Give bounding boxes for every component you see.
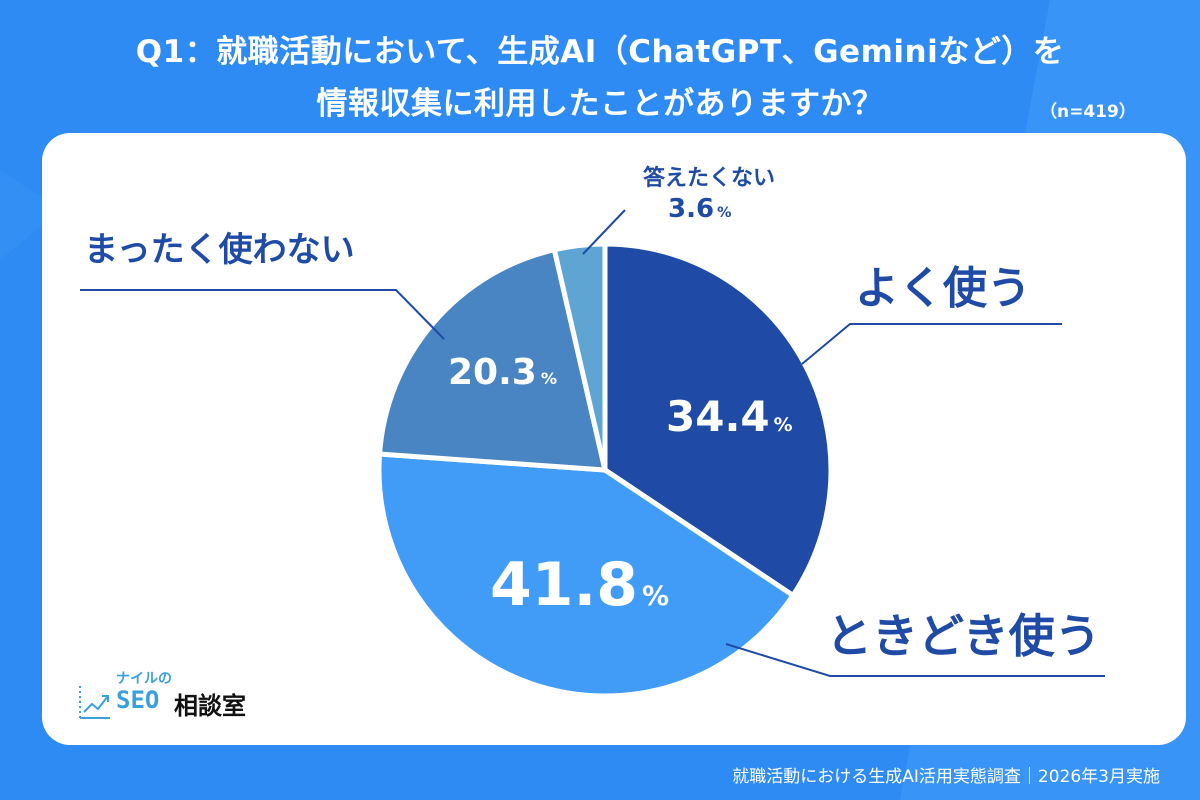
category-label-mattaku: まったく使わない [84,230,355,270]
callout-line-tokidoki [725,643,1105,677]
sample-size-label: （n=419） [1040,102,1136,122]
category-label-kotaetakunai: 答えたくない [643,166,776,191]
chart-title-line-2: 情報収集に利用したことがありますか？ [316,86,884,122]
value-number: 34.4 [666,392,770,441]
value-label-tokidoki: 41.8% [490,550,669,620]
trend-chart-icon [79,686,110,719]
callout-line-yoku [801,323,1062,365]
value-label-yoku: 34.4% [666,392,793,441]
category-label-tokidoki: ときどき使う [826,609,1101,663]
pie-slice [551,241,608,473]
callout-line-mattaku [80,289,445,340]
callout-line-kotaetakunai [582,209,626,255]
percent-sign: % [642,581,670,612]
value-number: 20.3 [448,352,537,393]
chart-title-line-1: Q1：就職活動において、生成AI（ChatGPT、Geminiなど）を [135,34,1065,70]
pie-slice [376,451,796,699]
percent-sign: % [540,369,558,388]
value-number: 3.6 [668,194,715,224]
logo-jp-text: 相談室 [174,692,246,720]
value-number: 41.8 [490,550,639,620]
logo-seo-text: SEO [116,686,160,714]
percent-sign: % [717,205,732,221]
value-label-mattaku: 20.3% [448,352,557,393]
logo-small-text: ナイルの [116,671,172,687]
percent-sign: % [773,414,793,436]
category-label-yoku: よく使う [855,263,1031,314]
pie-slice [377,247,608,473]
footer-caption: 就職活動における生成AI活用実態調査｜2026年3月実施 [732,767,1160,787]
value-label-kotaetakunai: 3.6% [668,194,731,224]
